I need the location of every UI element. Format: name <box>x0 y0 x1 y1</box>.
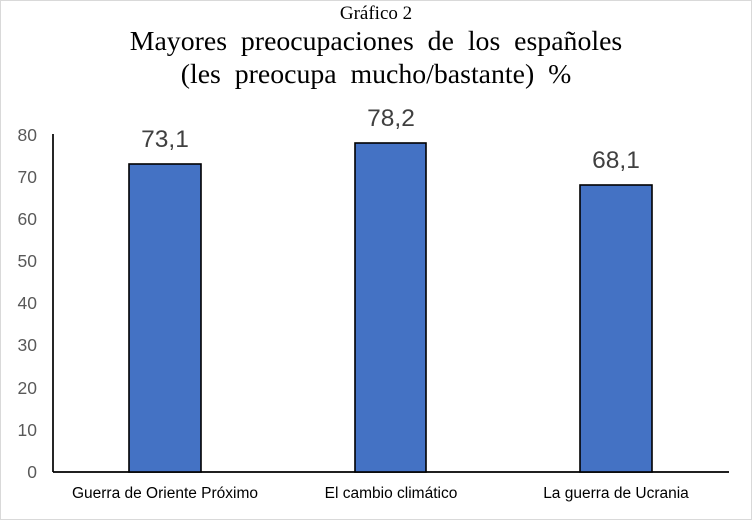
svg-text:10: 10 <box>18 420 38 440</box>
svg-text:80: 80 <box>18 125 38 145</box>
svg-text:La guerra de Ucrania: La guerra de Ucrania <box>543 485 689 502</box>
svg-text:60: 60 <box>18 209 38 229</box>
svg-text:40: 40 <box>18 293 38 313</box>
svg-text:30: 30 <box>18 335 38 355</box>
svg-text:50: 50 <box>18 251 38 271</box>
svg-text:70: 70 <box>18 167 38 187</box>
svg-text:0: 0 <box>27 462 37 482</box>
svg-text:20: 20 <box>18 378 38 398</box>
svg-text:Guerra de Oriente Próximo: Guerra de Oriente Próximo <box>72 485 258 502</box>
svg-text:68,1: 68,1 <box>592 147 640 174</box>
svg-text:El cambio climático: El cambio climático <box>325 485 458 502</box>
svg-text:78,2: 78,2 <box>367 105 415 132</box>
svg-text:73,1: 73,1 <box>141 126 189 153</box>
